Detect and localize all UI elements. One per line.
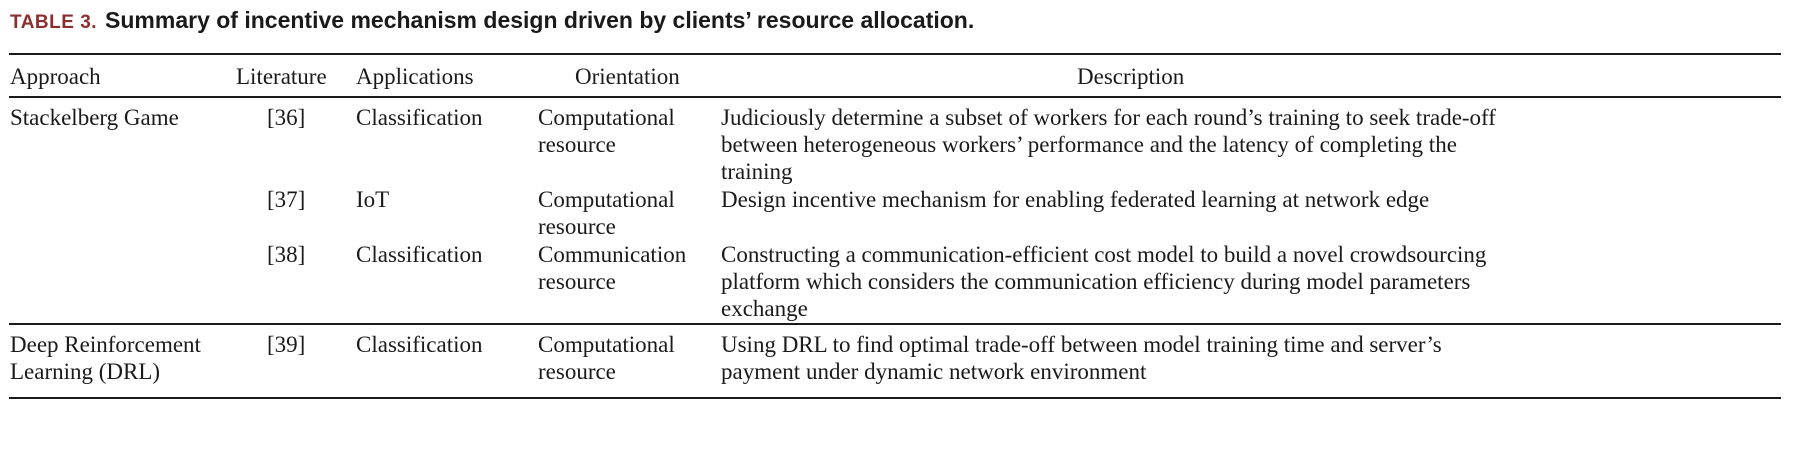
row3-orientation-line2: resource	[538, 269, 616, 294]
row2-orientation-line1: Computational	[538, 187, 675, 212]
table-caption: TABLE 3. Summary of incentive mechanism d…	[10, 6, 974, 37]
row1-approach: Stackelberg Game	[10, 105, 179, 130]
header-applications: Applications	[356, 64, 474, 89]
table-label: TABLE 3.	[10, 12, 98, 33]
row1-description-line2: between heterogeneous workers’ performan…	[721, 132, 1457, 157]
row4-description-line1: Using DRL to find optimal trade-off betw…	[721, 332, 1442, 357]
header-rule	[9, 96, 1781, 98]
row4-application: Classification	[356, 332, 483, 357]
row2-orientation-line2: resource	[538, 214, 616, 239]
group-rule	[9, 323, 1781, 325]
row1-orientation-line1: Computational	[538, 105, 675, 130]
row3-application: Classification	[356, 242, 483, 267]
row3-orientation-line1: Communication	[538, 242, 687, 267]
row4-approach-line1: Deep Reinforcement	[10, 332, 201, 357]
row1-application: Classification	[356, 105, 483, 130]
row4-orientation-line2: resource	[538, 359, 616, 384]
row4-approach-line2: Learning (DRL)	[10, 359, 161, 384]
row1-orientation-line2: resource	[538, 132, 616, 157]
header-orientation: Orientation	[575, 64, 680, 89]
header-description: Description	[1077, 64, 1185, 89]
header-literature: Literature	[236, 64, 327, 89]
row2-application: IoT	[356, 187, 390, 212]
table-title: Summary of incentive mechanism design dr…	[105, 7, 975, 33]
row4-orientation-line1: Computational	[538, 332, 675, 357]
row1-description-line3: training	[721, 159, 793, 184]
row4-description-line2: payment under dynamic network environmen…	[721, 359, 1147, 384]
row1-description-line1: Judiciously determine a subset of worker…	[721, 105, 1496, 130]
header-approach: Approach	[10, 64, 101, 89]
row4-literature: [39]	[267, 332, 306, 357]
row3-description-line3: exchange	[721, 296, 808, 321]
row2-description-line1: Design incentive mechanism for enabling …	[721, 187, 1430, 212]
row3-description-line2: platform which considers the communicati…	[721, 269, 1471, 294]
row2-literature: [37]	[267, 187, 306, 212]
row3-description-line1: Constructing a communication-efficient c…	[721, 242, 1487, 267]
bottom-rule	[9, 397, 1781, 399]
row3-literature: [38]	[267, 242, 306, 267]
row1-literature: [36]	[267, 105, 306, 130]
top-rule	[9, 53, 1781, 55]
